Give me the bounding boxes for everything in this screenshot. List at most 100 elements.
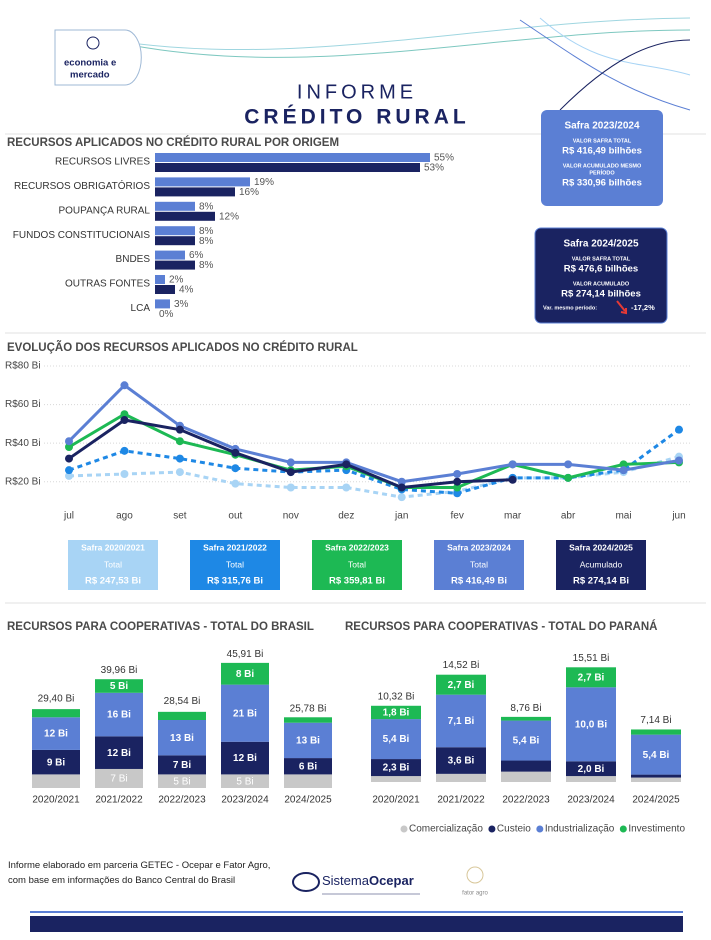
bar-segment (566, 776, 616, 782)
category-label: BNDES (116, 254, 151, 265)
bar-segment (436, 694, 486, 748)
legend-sublabel: Total (226, 559, 244, 569)
bar-segment (158, 711, 206, 720)
value-label: 19% (254, 177, 274, 188)
bar-segment (95, 679, 143, 693)
point (231, 448, 240, 457)
bar-segment (501, 720, 551, 761)
point (175, 425, 184, 434)
section-title: EVOLUÇÃO DOS RECURSOS APLICADOS NO CRÉDI… (7, 341, 358, 354)
logo-icon (86, 36, 100, 50)
x-tick-label: 2022/2023 (158, 795, 206, 806)
point (65, 443, 73, 451)
x-tick-label: 2021/2022 (95, 795, 143, 806)
box-title: Safra 2024/2025 (563, 239, 639, 250)
bar (155, 260, 195, 270)
box-label: VALOR SAFRA TOTAL (573, 138, 632, 144)
segment-label: 10,0 Bi (575, 719, 607, 730)
value-label: 4% (179, 285, 194, 296)
segment-label: 7 Bi (110, 774, 127, 785)
x-tick-label: jun (671, 511, 685, 522)
bar-segment (221, 741, 269, 775)
section-title: RECURSOS APLICADOS NO CRÉDITO RURAL POR … (7, 136, 339, 149)
category-label: OUTRAS FONTES (65, 279, 150, 290)
bar-segment (221, 662, 269, 685)
segment-label: 9 Bi (47, 757, 66, 768)
footer-line (30, 911, 683, 913)
total-label: 8,76 Bi (510, 703, 541, 714)
segment-label: 12 Bi (107, 748, 131, 759)
box-label: PERÍODO (589, 168, 615, 176)
point (286, 468, 295, 477)
total-label: 25,78 Bi (290, 704, 327, 715)
point (453, 477, 462, 486)
segment-label: 8 Bi (236, 669, 255, 680)
point (120, 410, 129, 419)
bar-segment (32, 717, 80, 750)
legend-box (190, 540, 280, 590)
segment-label: 16 Bi (107, 710, 131, 721)
bar-segment (284, 722, 332, 759)
segment-label: 7 Bi (173, 760, 192, 771)
legend-total: R$ 315,76 Bi (207, 576, 263, 587)
bar-segment (566, 761, 616, 777)
logo-text: mercado (70, 70, 110, 81)
bar-segment (284, 758, 332, 775)
x-tick-label: abr (561, 511, 576, 522)
value-label: 12% (219, 211, 239, 222)
point (397, 477, 406, 486)
value-label: 2% (169, 275, 184, 286)
bar-segment (158, 755, 206, 775)
point (508, 460, 517, 469)
point (564, 473, 573, 482)
point (175, 454, 184, 463)
segment-label: 5 Bi (236, 776, 253, 787)
logo-part: Sistema (322, 873, 370, 888)
x-tick-label: mai (615, 511, 631, 522)
series-line (67, 383, 680, 484)
bar (155, 201, 195, 211)
value-label: 6% (189, 250, 204, 261)
bar (155, 299, 170, 309)
bar-segment (284, 774, 332, 788)
point (397, 483, 406, 492)
bar-segment (566, 687, 616, 762)
point (120, 416, 129, 424)
bar-segment (631, 777, 681, 782)
footer-text: Informe elaborado em parceria GETEC - Oc… (8, 860, 271, 886)
bar-segment (221, 774, 269, 788)
point (175, 468, 184, 477)
bar-segment (32, 709, 80, 718)
x-tick-label: 2023/2024 (221, 795, 269, 806)
point (675, 425, 683, 434)
point (453, 470, 462, 478)
legend-box (312, 540, 402, 590)
bar-segment (631, 774, 681, 778)
x-tick-label: fev (451, 511, 464, 522)
point (453, 483, 462, 492)
bar-segment (95, 692, 143, 737)
bar (155, 211, 215, 221)
bar-segment (158, 720, 206, 756)
point (120, 446, 129, 455)
bar-segment (371, 719, 421, 760)
total-label: 14,52 Bi (443, 660, 480, 671)
total-label: 15,51 Bi (573, 653, 610, 664)
total-label: 7,14 Bi (640, 715, 671, 726)
legend-swatch (400, 825, 408, 833)
point (508, 475, 517, 484)
x-tick-label: 2020/2021 (372, 795, 420, 806)
bar-segment (501, 771, 551, 782)
segment-label: 2,0 Bi (578, 764, 605, 775)
segment-label: 5 Bi (110, 681, 129, 692)
legend-total: R$ 359,81 Bi (329, 576, 385, 587)
x-tick-label: 2024/2025 (632, 795, 680, 806)
point (286, 483, 295, 492)
point (397, 493, 406, 502)
legend-box (434, 540, 524, 590)
bar-segment (631, 734, 681, 775)
bar-segment (158, 774, 206, 788)
point (286, 458, 295, 467)
legend-swatch (488, 825, 496, 833)
legend-total: R$ 274,14 Bi (573, 576, 629, 587)
